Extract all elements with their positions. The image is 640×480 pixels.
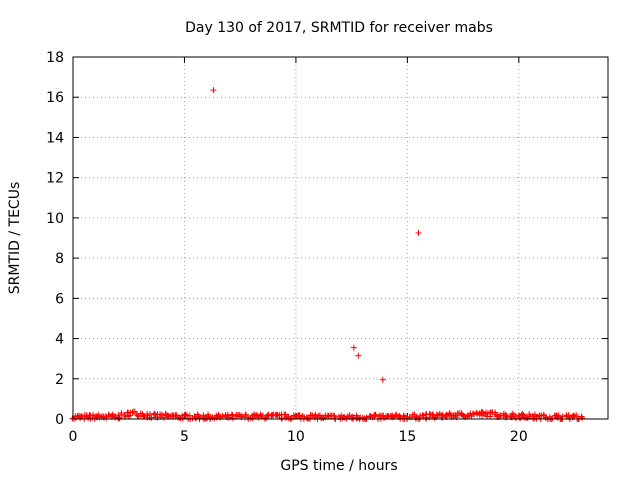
data-point <box>309 412 316 419</box>
data-point <box>554 413 561 420</box>
data-point <box>93 412 100 419</box>
y-tick-label: 6 <box>55 291 64 307</box>
data-point <box>296 412 303 419</box>
x-axis-label: GPS time / hours <box>280 458 397 474</box>
y-tick-label: 10 <box>46 211 64 227</box>
y-tick-label: 2 <box>55 372 64 388</box>
y-tick-label: 12 <box>46 171 64 187</box>
y-tick-label: 0 <box>55 412 64 428</box>
data-point <box>350 344 357 351</box>
data-point <box>519 411 526 418</box>
data-point <box>126 412 133 419</box>
data-point <box>258 413 265 420</box>
data-point <box>102 413 109 420</box>
data-point <box>517 415 524 422</box>
axis-ticks <box>72 56 608 420</box>
x-tick-label: 15 <box>398 429 416 445</box>
grid <box>73 57 608 419</box>
data-point <box>433 411 440 418</box>
tick-labels: 0 5 10 15 20 0 2 4 6 8 10 12 14 16 18 <box>46 50 528 445</box>
x-tick-label: 5 <box>180 429 189 445</box>
data-point <box>238 413 245 420</box>
data-point <box>134 412 141 419</box>
y-tick-label: 18 <box>46 50 64 66</box>
data-point <box>381 415 388 422</box>
data-point <box>573 412 580 419</box>
y-axis-label: SRMTID / TECUs <box>7 182 23 295</box>
data-point <box>363 414 370 421</box>
x-tick-label: 20 <box>510 429 528 445</box>
data-point <box>503 412 510 419</box>
data-point <box>419 412 426 419</box>
data-point <box>533 415 540 422</box>
data-point <box>151 410 158 417</box>
chart-title: Day 130 of 2017, SRMTID for receiver mab… <box>185 20 493 36</box>
data-point <box>182 411 189 418</box>
y-tick-label: 14 <box>46 130 64 146</box>
x-tick-label: 0 <box>69 429 78 445</box>
data-point <box>400 412 407 419</box>
data-point <box>579 414 586 421</box>
data-point <box>195 412 202 419</box>
data-point <box>570 412 577 419</box>
data-point <box>555 412 562 419</box>
data-point <box>415 229 422 236</box>
data-point <box>90 411 97 418</box>
y-tick-label: 16 <box>46 90 64 106</box>
y-tick-label: 8 <box>55 251 64 267</box>
y-tick-label: 4 <box>55 332 64 348</box>
data-point <box>423 414 430 421</box>
data-point <box>205 411 212 418</box>
data-point <box>160 414 167 421</box>
data-point <box>372 411 379 418</box>
data-point <box>379 376 386 383</box>
plot-frame <box>72 56 609 420</box>
x-tick-label: 10 <box>287 429 305 445</box>
data-point <box>210 87 217 94</box>
data-point <box>355 352 362 359</box>
data-point <box>229 412 236 419</box>
data-points <box>69 87 586 422</box>
data-point <box>442 412 449 419</box>
